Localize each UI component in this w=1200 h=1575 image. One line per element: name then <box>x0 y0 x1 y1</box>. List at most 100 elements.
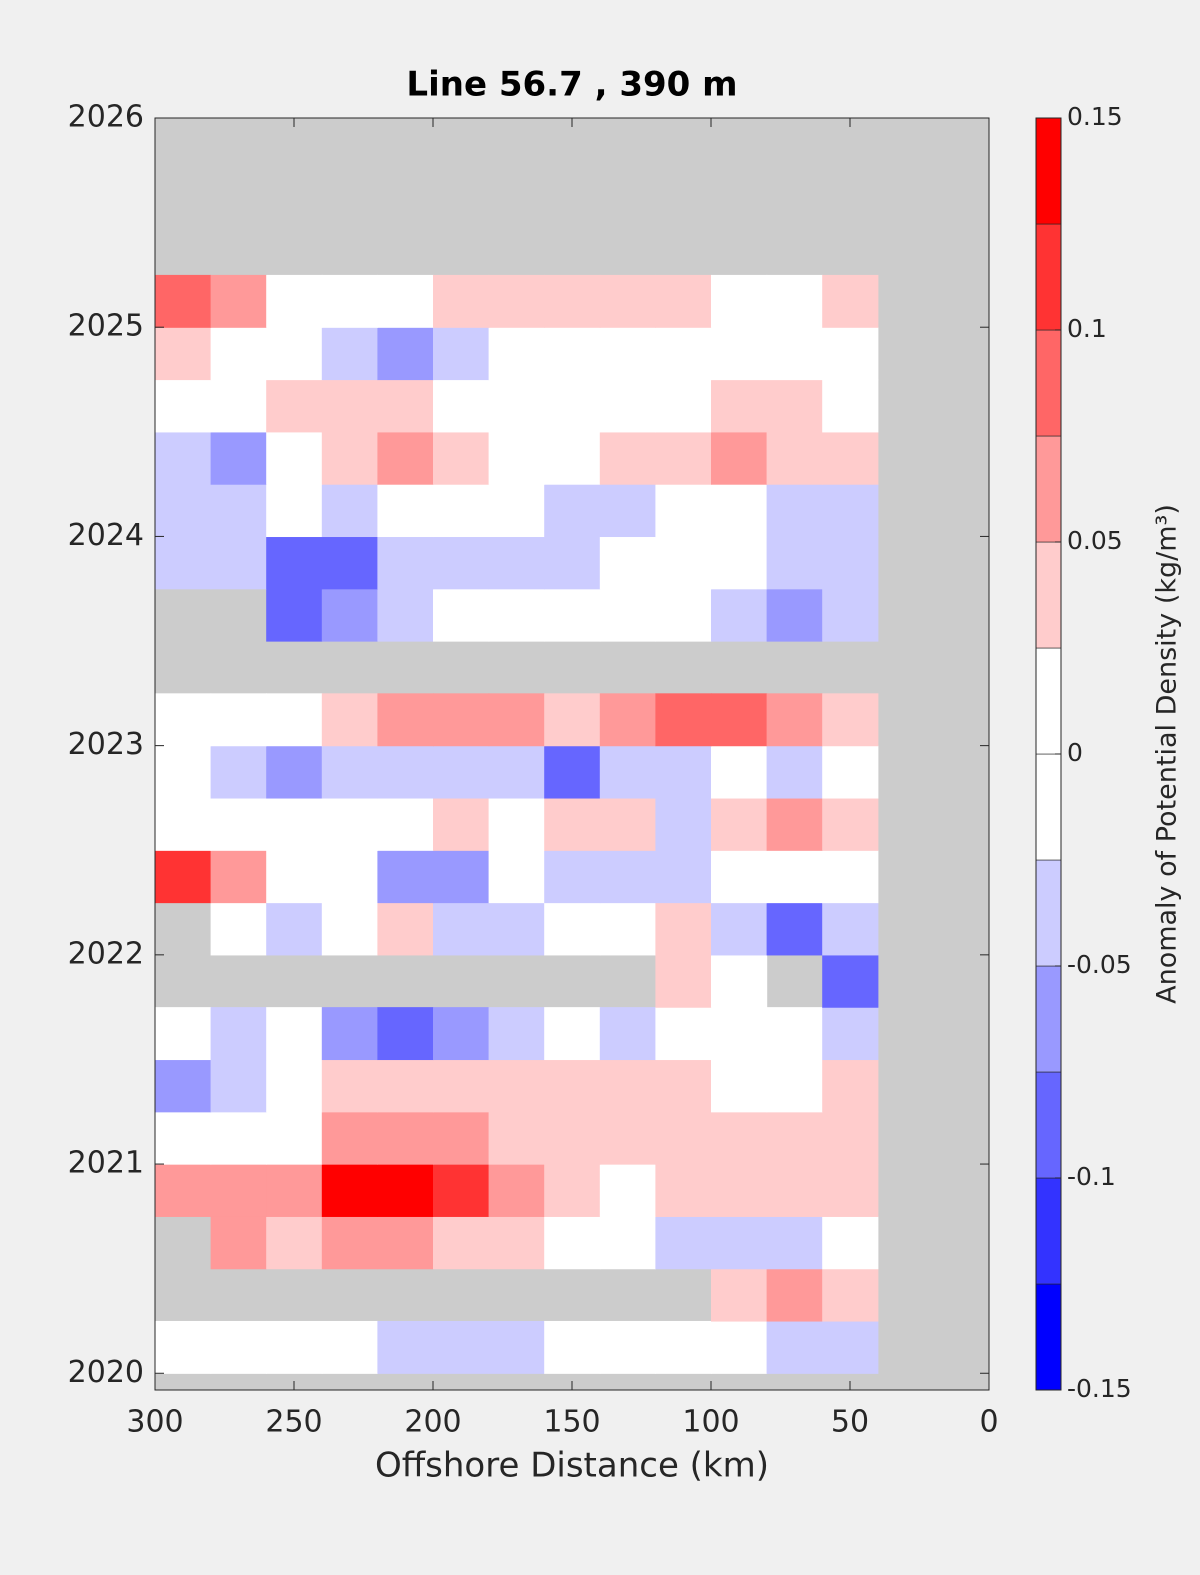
contour-cell <box>433 327 490 381</box>
colorbar-tick-label: 0 <box>1067 738 1083 767</box>
contour-cell <box>544 797 601 851</box>
contour-cell <box>544 1059 601 1113</box>
colorbar-band <box>1035 435 1062 543</box>
colorbar-band <box>1035 1177 1062 1285</box>
contour-cell <box>711 1007 768 1061</box>
contour-cell <box>711 902 768 956</box>
contour-cell <box>266 536 323 590</box>
contour-cell <box>488 536 545 590</box>
contour-cell <box>321 1111 378 1165</box>
contour-cell <box>155 1164 212 1217</box>
contour-cell <box>210 1111 267 1165</box>
contour-cell <box>711 1059 768 1113</box>
contour-cell <box>488 431 545 485</box>
contour-cell <box>544 902 601 956</box>
y-tick-label: 2023 <box>68 727 144 762</box>
contour-cell <box>377 902 434 956</box>
contour-cell <box>155 1320 212 1374</box>
contour-cell <box>321 745 378 799</box>
contour-cell <box>377 274 434 328</box>
contour-cell <box>377 1164 434 1217</box>
y-tick-label: 2025 <box>68 309 144 344</box>
contour-cell <box>655 1216 712 1270</box>
contour-cell <box>433 536 490 590</box>
contour-cell <box>822 588 879 642</box>
contour-cell <box>711 379 768 433</box>
contour-cell <box>766 536 823 590</box>
contour-cell <box>488 850 545 904</box>
contour-cell <box>711 1268 768 1322</box>
contour-cell <box>321 693 378 747</box>
colorbar-band <box>1035 329 1062 437</box>
contour-cell <box>599 379 656 433</box>
contour-cell <box>822 431 879 485</box>
contour-cell <box>210 902 267 956</box>
contour-cell <box>655 954 712 1008</box>
contour-cell <box>599 1320 656 1374</box>
contour-cell <box>655 693 712 747</box>
contour-cell <box>711 745 768 799</box>
contour-cell <box>599 797 656 851</box>
contour-cell <box>822 693 879 747</box>
contour-cell <box>210 379 267 433</box>
contour-cell <box>377 379 434 433</box>
contour-cell <box>655 1164 712 1217</box>
contour-cell <box>822 379 879 433</box>
contour-cell <box>599 745 656 799</box>
contour-cell <box>488 484 545 538</box>
contour-cell <box>544 536 601 590</box>
contour-cell <box>711 1111 768 1165</box>
colorbar-band <box>1035 1071 1062 1179</box>
contour-cell <box>544 431 601 485</box>
contour-cell <box>377 536 434 590</box>
contour-cell <box>655 327 712 381</box>
contour-cell <box>433 902 490 956</box>
contour-cell <box>155 431 212 485</box>
contour-cell <box>266 797 323 851</box>
colorbar-band <box>1035 541 1062 649</box>
contour-cell <box>155 327 212 381</box>
x-tick-label: 200 <box>404 1405 461 1440</box>
contour-cell <box>822 797 879 851</box>
x-tick-label: 50 <box>831 1405 869 1440</box>
contour-cell <box>711 850 768 904</box>
contour-cell <box>155 693 212 747</box>
contour-cell <box>655 850 712 904</box>
colorbar-tick-label: -0.1 <box>1067 1162 1116 1191</box>
contour-cell <box>766 379 823 433</box>
contour-cell <box>766 850 823 904</box>
contour-cell <box>766 1320 823 1374</box>
contour-cell <box>544 1007 601 1061</box>
contour-cell <box>377 1216 434 1270</box>
contour-cell <box>377 1007 434 1061</box>
contour-cell <box>377 693 434 747</box>
contour-cell <box>210 1059 267 1113</box>
contour-cell <box>655 745 712 799</box>
contour-cell <box>321 850 378 904</box>
contour-cell <box>488 1007 545 1061</box>
contour-cell <box>433 1111 490 1165</box>
contour-cell <box>266 274 323 328</box>
contour-cell <box>766 1216 823 1270</box>
x-tick-label: 100 <box>682 1405 739 1440</box>
contour-cell <box>599 536 656 590</box>
x-tick-label: 150 <box>543 1405 600 1440</box>
x-tick-label: 250 <box>265 1405 322 1440</box>
contour-cell <box>822 274 879 328</box>
x-tick-label: 300 <box>126 1405 183 1440</box>
contour-cell <box>766 902 823 956</box>
contour-cell <box>266 379 323 433</box>
contour-cell <box>210 484 267 538</box>
contour-cell <box>655 797 712 851</box>
contour-cell <box>655 1111 712 1165</box>
contour-cell <box>210 1164 267 1217</box>
contour-cell <box>599 850 656 904</box>
contour-cell <box>822 1164 879 1217</box>
contour-cell <box>433 379 490 433</box>
contour-cell <box>266 693 323 747</box>
chart-title: Line 56.7 , 390 m <box>406 65 737 105</box>
contour-cell <box>377 484 434 538</box>
y-tick-label: 2024 <box>68 518 144 553</box>
colorbar-tick-label: 0.05 <box>1067 526 1123 555</box>
